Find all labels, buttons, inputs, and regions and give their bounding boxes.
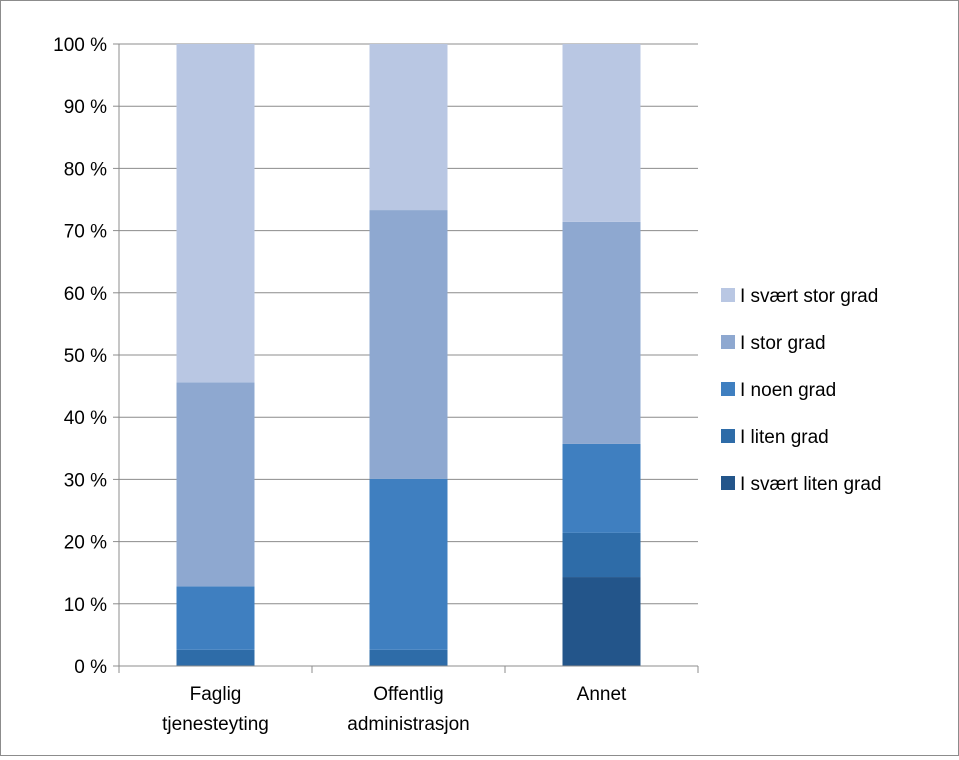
legend-swatch (721, 288, 735, 302)
bar-segment (176, 649, 255, 666)
bar-segment (562, 443, 641, 533)
bar-segment (369, 649, 448, 666)
bar-segment (176, 586, 255, 650)
y-tick-label: 10 % (64, 595, 107, 616)
bar-segment (562, 532, 641, 578)
bar-segment (562, 221, 641, 444)
y-tick-label: 50 % (64, 346, 107, 367)
legend-swatch (721, 335, 735, 349)
bar-segment (369, 210, 448, 479)
axes (113, 43, 699, 673)
y-tick-label: 40 % (64, 408, 107, 429)
legend-swatch (721, 382, 735, 396)
y-tick-label: 60 % (64, 284, 107, 305)
y-tick-labels: 0 % 10 % 20 % 30 % 40 % 50 % 60 % 70 % 80 % 90 % 1… (53, 35, 107, 678)
x-tick-label: Offentlig administrasjon (347, 684, 470, 735)
bar-segment (369, 478, 448, 650)
x-tick-label: Faglig tjenesteyting (162, 684, 269, 735)
bars (176, 44, 641, 666)
legend-label: I stor grad (740, 333, 826, 354)
y-tick-label: 30 % (64, 470, 107, 491)
x-tick-labels: Faglig tjenesteyting Offentlig administrasj… (162, 684, 627, 735)
bar-segment (176, 382, 255, 587)
bar-segment (176, 44, 255, 383)
y-tick-label: 100 % (53, 35, 107, 56)
y-tick-label: 80 % (64, 159, 107, 180)
legend-label: I svært stor grad (740, 286, 878, 307)
legend-label: I noen grad (740, 380, 836, 401)
legend: I svært stor grad I stor grad I noen grad I… (721, 286, 882, 495)
bar-segment (562, 577, 641, 666)
y-tick-label: 0 % (74, 657, 107, 678)
y-tick-label: 70 % (64, 222, 107, 243)
bar-segment (562, 44, 641, 222)
y-tick-label: 90 % (64, 97, 107, 118)
bar-segment (369, 44, 448, 211)
legend-swatch (721, 476, 735, 490)
legend-label: I liten grad (740, 427, 829, 448)
x-tick-label: Annet (577, 684, 627, 705)
legend-swatch (721, 429, 735, 443)
legend-label: I svært liten grad (740, 474, 882, 495)
y-tick-label: 20 % (64, 533, 107, 554)
